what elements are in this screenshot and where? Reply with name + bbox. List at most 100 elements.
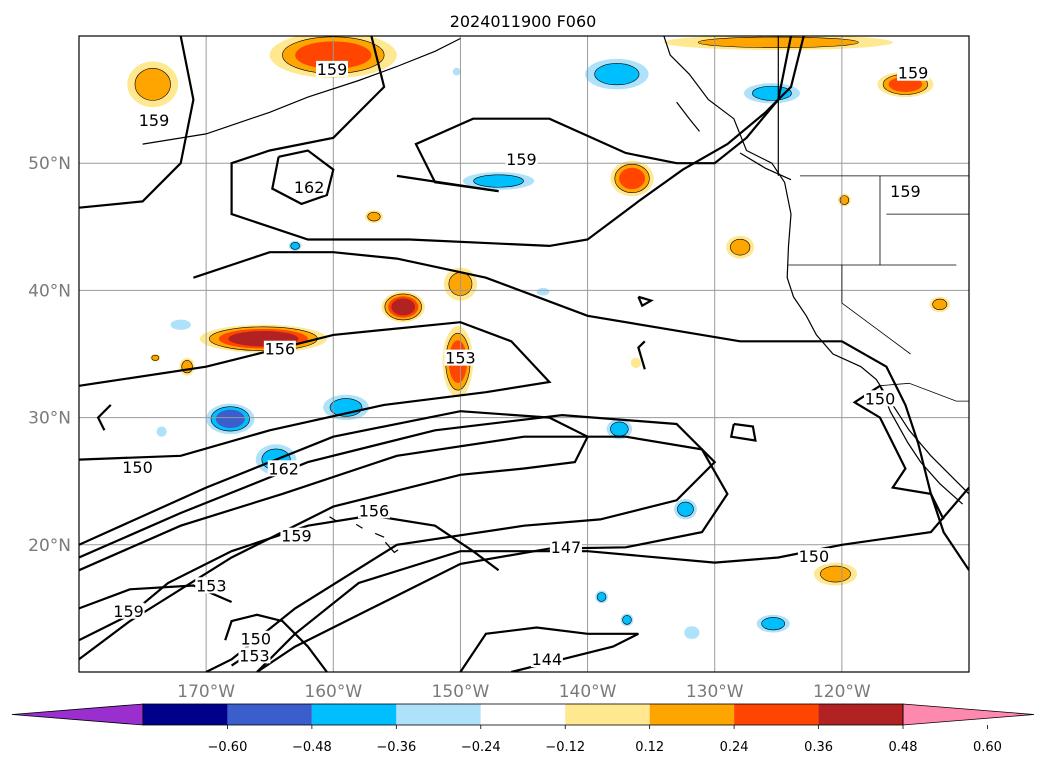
coastline — [329, 516, 337, 522]
shaded-cell — [594, 63, 640, 86]
contour-label: 156 — [265, 340, 296, 359]
chart-title: 2024011900 F060 — [450, 12, 597, 31]
colorbar-bin — [143, 704, 228, 725]
colorbar-tick-label: 0.36 — [804, 740, 833, 755]
lon-tick-label: 170°W — [177, 682, 235, 702]
contour-label-bg — [505, 151, 538, 168]
shaded-cell — [151, 354, 160, 361]
latitude-labels: 50°N 40°N 30°N 20°N — [28, 154, 71, 556]
height-contour — [96, 404, 112, 431]
shaded-cell — [290, 242, 300, 250]
contour-label: 159 — [890, 182, 921, 201]
coastline — [663, 36, 969, 495]
shaded-cell — [596, 592, 607, 602]
shaded-cell — [761, 617, 786, 631]
shaded-cell — [839, 195, 850, 205]
contour-label-bg — [280, 527, 313, 544]
colorbar-bin — [227, 704, 312, 725]
colorbar-tick-label: 0.48 — [889, 740, 918, 755]
lat-tick-label: 30°N — [28, 409, 71, 429]
height-contour — [852, 384, 945, 520]
contour-label: 159 — [317, 60, 348, 79]
contour-label: 147 — [551, 538, 582, 557]
height-contours — [79, 36, 969, 672]
height-contour — [414, 36, 793, 193]
contour-label: 153 — [196, 576, 227, 595]
lon-tick-label: 150°W — [432, 682, 490, 702]
contour-label-bg — [121, 459, 154, 476]
shaded-cell — [730, 238, 751, 256]
contour-label-bg — [239, 630, 272, 647]
contour-label-bg — [530, 651, 563, 668]
colorbar-tick-label: −0.24 — [461, 740, 501, 755]
shaded-cell — [820, 565, 851, 583]
colorbar-bin — [734, 704, 819, 725]
lon-tick-label: 120°W — [813, 682, 871, 702]
coastline — [374, 532, 385, 538]
political-border — [841, 265, 911, 355]
coastline — [676, 101, 700, 132]
shaded-cell — [452, 67, 461, 76]
colorbar-bin — [396, 704, 481, 725]
colorbar-frame — [142, 703, 904, 726]
colorbar-bin — [311, 704, 397, 725]
colorbar-bin — [818, 704, 903, 725]
contour-label: 150 — [865, 389, 896, 408]
colorbar-tick-label: 0.12 — [635, 740, 664, 755]
contour-label-bg — [195, 577, 228, 594]
height-contour — [193, 251, 969, 571]
shaded-cell — [622, 615, 632, 625]
contour-label: 159 — [898, 64, 929, 83]
colorbar-extend-low — [11, 703, 144, 726]
height-contour — [79, 410, 590, 661]
shaded-cell — [156, 426, 167, 437]
contour-label: 156 — [359, 501, 390, 520]
contour-label-bg — [263, 340, 296, 357]
colorbar-bin — [649, 704, 735, 725]
colorbar-tick-label: −0.48 — [292, 740, 332, 755]
contour-label-bg — [267, 460, 300, 477]
height-contour — [224, 613, 328, 672]
contour-label: 153 — [239, 646, 270, 665]
lat-tick-label: 20°N — [28, 536, 71, 556]
shaded-cell — [367, 211, 381, 222]
contour-label-bg — [112, 602, 145, 619]
colorbar-tick-label: −0.60 — [208, 740, 248, 755]
contour-label: 159 — [139, 111, 170, 130]
contour-label-bg — [138, 111, 171, 128]
coastline — [384, 541, 399, 554]
grid-lines — [79, 36, 969, 672]
height-contour — [459, 626, 639, 672]
shaded-cell — [391, 298, 416, 316]
height-contour — [79, 36, 195, 209]
shaded-cell — [932, 298, 948, 311]
height-contour — [79, 435, 729, 672]
colorbar-tick-label: −0.36 — [376, 740, 416, 755]
lon-tick-label: 160°W — [304, 682, 362, 702]
shaded-cell — [684, 626, 700, 639]
coastline — [355, 523, 363, 529]
height-contour — [79, 413, 717, 672]
colorbar-tick-label: −0.12 — [545, 740, 585, 755]
contour-label: 159 — [113, 602, 144, 621]
height-contour — [729, 422, 757, 442]
contour-label-bg — [316, 60, 349, 77]
height-contour — [79, 584, 233, 610]
contour-label: 153 — [445, 349, 476, 368]
shaded-cell — [473, 174, 524, 188]
colorbar-tick-label: 0.60 — [973, 740, 1002, 755]
contour-label-bg — [797, 548, 830, 565]
coastline — [879, 385, 964, 505]
colorbar: −0.60 −0.48 −0.36 −0.24 −0.12 0.12 0.24 0.36 0.4… — [11, 703, 1035, 755]
shaded-cell — [170, 319, 191, 330]
lat-tick-label: 40°N — [28, 281, 71, 301]
contour-label: 150 — [122, 458, 153, 477]
contour-label-bg — [357, 502, 390, 519]
coastline — [739, 152, 792, 181]
contour-label: 162 — [268, 459, 299, 478]
colorbar-bin — [565, 704, 650, 725]
contour-label-bg — [238, 647, 271, 664]
lon-tick-label: 130°W — [686, 682, 744, 702]
